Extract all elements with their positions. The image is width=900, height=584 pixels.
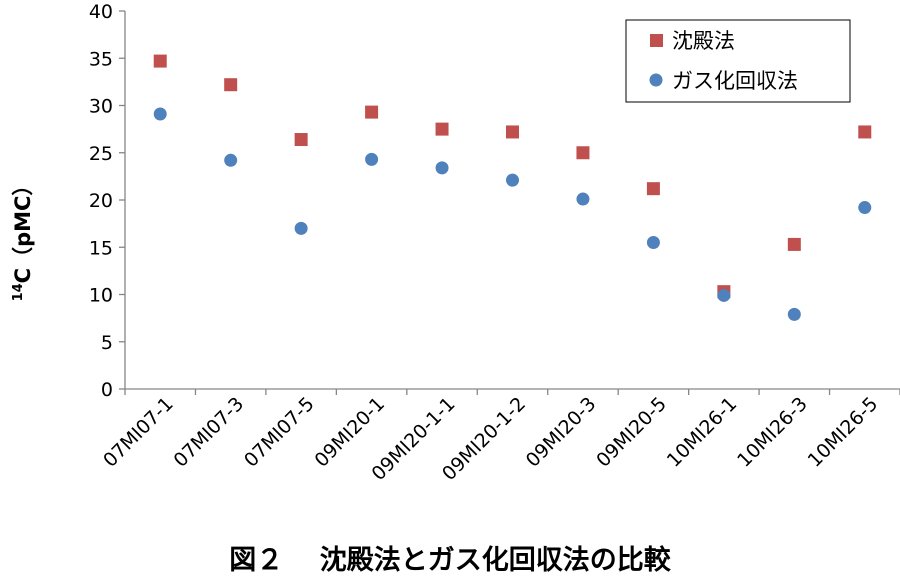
x-tick-label: 10MI26-5 <box>804 393 883 472</box>
y-axis-label-superscript: 14 <box>11 283 26 301</box>
legend-marker-circle <box>649 73 663 87</box>
y-tick-label: 25 <box>89 143 113 165</box>
x-tick-label: 10MI26-3 <box>733 393 812 472</box>
point-precipitation <box>506 125 519 139</box>
y-tick-label: 15 <box>89 237 113 259</box>
data-points <box>153 54 872 321</box>
point-precipitation <box>153 54 167 68</box>
x-tick-label: 09MI20-3 <box>522 393 601 472</box>
y-tick-label: 35 <box>89 48 113 70</box>
point-gasification <box>294 221 308 235</box>
y-axis-label: 14C（pMC） <box>11 175 35 302</box>
point-precipitation <box>435 122 449 136</box>
point-precipitation <box>294 133 308 147</box>
point-precipitation <box>224 78 238 92</box>
legend-box <box>625 19 851 103</box>
y-tick-label: 0 <box>101 379 113 401</box>
legend: 沈殿法 ガス化回収法 <box>625 19 851 103</box>
point-gasification <box>787 307 801 321</box>
y-tick-label: 30 <box>89 96 113 118</box>
point-gasification <box>576 192 590 206</box>
y-tick-label: 5 <box>101 332 113 354</box>
point-gasification <box>224 153 238 167</box>
y-tick-labels: 0 5 10 15 20 25 30 35 40 <box>89 1 113 401</box>
point-gasification <box>506 173 519 187</box>
point-precipitation <box>576 146 590 160</box>
axes <box>119 10 900 395</box>
point-precipitation <box>365 105 379 119</box>
figure-caption: 図２ 沈殿法とガス化回収法の比較 <box>229 545 671 576</box>
point-gasification <box>858 201 872 215</box>
x-tick-label: 07MI07-3 <box>170 393 249 472</box>
y-tick-label: 40 <box>89 1 113 23</box>
point-gasification <box>153 107 167 121</box>
x-tick-label: 07MI07-5 <box>240 393 319 472</box>
point-precipitation <box>858 125 872 139</box>
legend-label-precipitation: 沈殿法 <box>672 29 735 53</box>
point-gasification <box>435 161 449 175</box>
x-tick-label: 10MI26-1 <box>663 393 742 472</box>
x-tick-label: 09MI20-5 <box>592 393 671 472</box>
legend-label-gasification: ガス化回収法 <box>672 69 798 93</box>
x-tick-label: 07MI07-1 <box>99 393 178 472</box>
point-precipitation <box>787 237 801 251</box>
point-gasification <box>365 152 379 166</box>
point-precipitation <box>646 182 660 196</box>
x-tick-labels: 07MI07-107MI07-307MI07-509MI20-109MI20-1… <box>99 393 882 485</box>
y-axis-label-main: C（pMC） <box>11 175 35 284</box>
svg-text:14C（pMC）: 14C（pMC） <box>11 175 35 302</box>
legend-marker-square <box>650 34 663 47</box>
y-tick-label: 20 <box>89 190 113 212</box>
y-tick-label: 10 <box>89 285 113 307</box>
point-gasification <box>717 288 731 302</box>
point-gasification <box>646 236 660 250</box>
